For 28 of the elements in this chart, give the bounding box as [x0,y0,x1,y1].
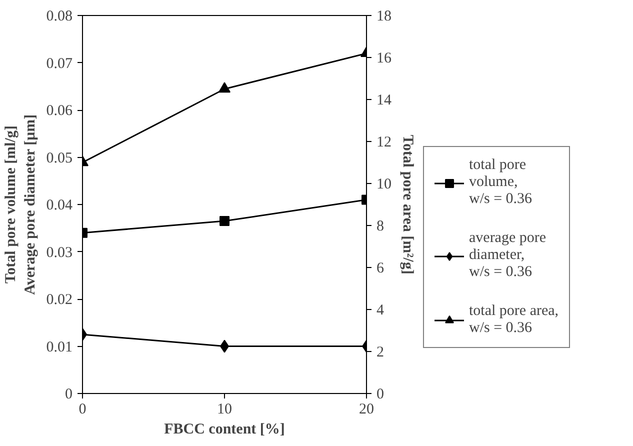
y-tick-label: 0.07 [46,56,73,72]
legend-label: average pore diameter, w/s = 0.36 [469,230,546,281]
y2-tick-label: 4 [376,302,384,318]
legend-label: total pore area, w/s = 0.36 [469,303,559,337]
y-tick-label: 0.08 [46,8,72,24]
x-tick-label: 10 [217,402,232,418]
y2-axis-title: Total pore area [m²/g] [400,134,416,274]
y2-tick-label: 8 [376,218,384,234]
y2-tick-label: 6 [376,260,384,276]
y-tick-label: 0.03 [46,244,72,261]
x-tick-label: 0 [78,402,86,418]
y2-tick-label: 2 [376,344,384,360]
y2-tick-label: 14 [376,92,392,108]
y-tick-label: 0 [65,386,72,402]
y-axis-title: Total pore volume [ml/g] Average pore diameter [μm] [3,114,38,295]
y2-tick-label: 0 [376,386,384,402]
y2-tick-label: 10 [376,176,392,192]
y-tick-label: 0.04 [46,198,73,214]
y2-tick-label: 16 [376,50,392,66]
x-tick-label: 20 [359,402,374,418]
y-tick-label: 0.06 [46,103,73,119]
y-tick-label: 0.02 [46,292,72,308]
y-tick-label: 0.05 [46,150,72,166]
y2-tick-label: 18 [376,8,392,24]
y-tick-label: 0.01 [46,339,72,356]
legend-label: total pore volume, w/s = 0.36 [469,157,532,208]
x-axis-title: FBCC content [%] [164,422,285,438]
y2-tick-label: 12 [376,134,392,150]
